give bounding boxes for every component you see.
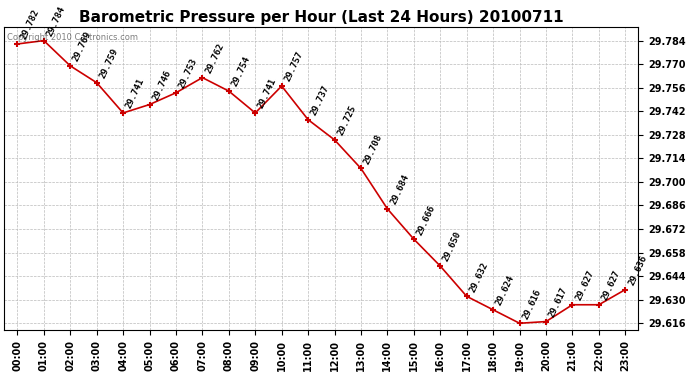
Text: 29.627: 29.627 xyxy=(600,269,622,302)
Text: 29.762: 29.762 xyxy=(204,42,226,75)
Text: 29.741: 29.741 xyxy=(257,77,279,110)
Text: 29.746: 29.746 xyxy=(151,69,172,102)
Text: 29.784: 29.784 xyxy=(46,5,67,38)
Text: 29.617: 29.617 xyxy=(547,286,569,319)
Text: 29.666: 29.666 xyxy=(415,203,437,236)
Text: 29.624: 29.624 xyxy=(495,274,516,307)
Text: 29.636: 29.636 xyxy=(627,254,649,287)
Text: 29.684: 29.684 xyxy=(388,173,411,206)
Text: 29.616: 29.616 xyxy=(521,288,543,321)
Text: 29.725: 29.725 xyxy=(336,104,357,137)
Text: 29.759: 29.759 xyxy=(98,47,120,80)
Text: 29.769: 29.769 xyxy=(72,30,93,63)
Text: 29.632: 29.632 xyxy=(468,261,490,294)
Text: 29.650: 29.650 xyxy=(442,230,464,263)
Text: 29.754: 29.754 xyxy=(230,55,252,88)
Title: Barometric Pressure per Hour (Last 24 Hours) 20100711: Barometric Pressure per Hour (Last 24 Ho… xyxy=(79,10,564,25)
Text: 29.757: 29.757 xyxy=(283,50,305,83)
Text: Copyright 2010 Cartronics.com: Copyright 2010 Cartronics.com xyxy=(8,33,138,42)
Text: 29.753: 29.753 xyxy=(177,57,199,90)
Text: 29.741: 29.741 xyxy=(124,77,146,110)
Text: 29.737: 29.737 xyxy=(310,84,331,117)
Text: 29.708: 29.708 xyxy=(362,133,384,166)
Text: 29.782: 29.782 xyxy=(19,8,41,41)
Text: 29.627: 29.627 xyxy=(574,269,595,302)
